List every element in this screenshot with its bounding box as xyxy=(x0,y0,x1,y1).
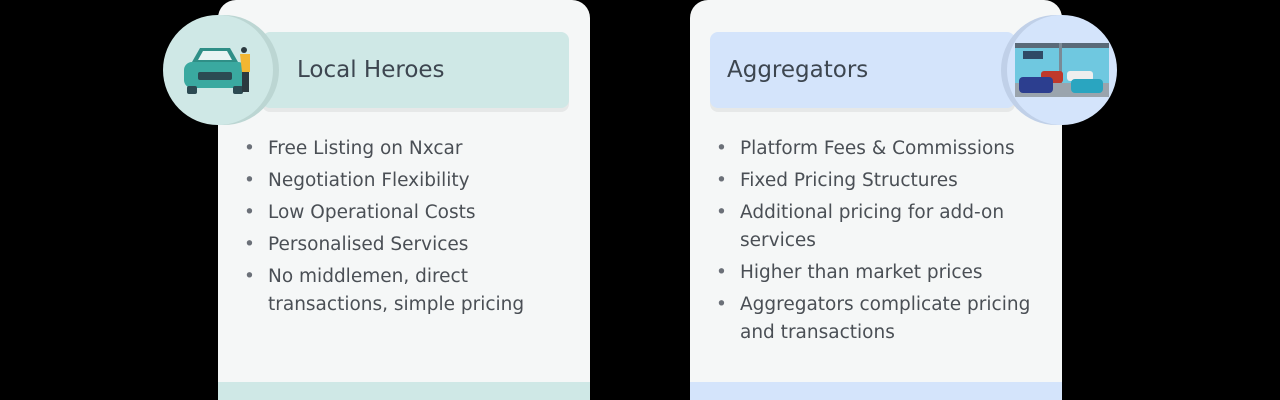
list-item: Additional pricing for add-on services xyxy=(712,199,1042,255)
list-item: No middlemen, direct transactions, simpl… xyxy=(240,263,560,319)
list-item: Personalised Services xyxy=(240,231,560,259)
card-title: Local Heroes xyxy=(297,57,445,83)
card-bottom-band xyxy=(218,382,590,400)
feature-list: Platform Fees & Commissions Fixed Pricin… xyxy=(712,135,1042,351)
list-item: Low Operational Costs xyxy=(240,199,560,227)
card-title: Aggregators xyxy=(727,57,869,83)
card-bottom-band xyxy=(690,382,1062,400)
car-dealer-icon xyxy=(163,15,273,125)
list-item: Free Listing on Nxcar xyxy=(240,135,560,163)
list-item: Platform Fees & Commissions xyxy=(712,135,1042,163)
feature-list: Free Listing on Nxcar Negotiation Flexib… xyxy=(240,135,560,323)
card-header: Aggregators xyxy=(710,32,1015,108)
list-item: Higher than market prices xyxy=(712,259,1042,287)
list-item: Fixed Pricing Structures xyxy=(712,167,1042,195)
list-item: Aggregators complicate pricing and trans… xyxy=(712,291,1042,347)
list-item: Negotiation Flexibility xyxy=(240,167,560,195)
car-showroom-icon xyxy=(1007,15,1117,125)
local-heroes-card: Local Heroes Free Listing on Nxcar Negot… xyxy=(218,0,590,400)
aggregators-card: Aggregators Platform Fees & Commissions … xyxy=(690,0,1062,400)
card-header: Local Heroes xyxy=(262,32,569,108)
